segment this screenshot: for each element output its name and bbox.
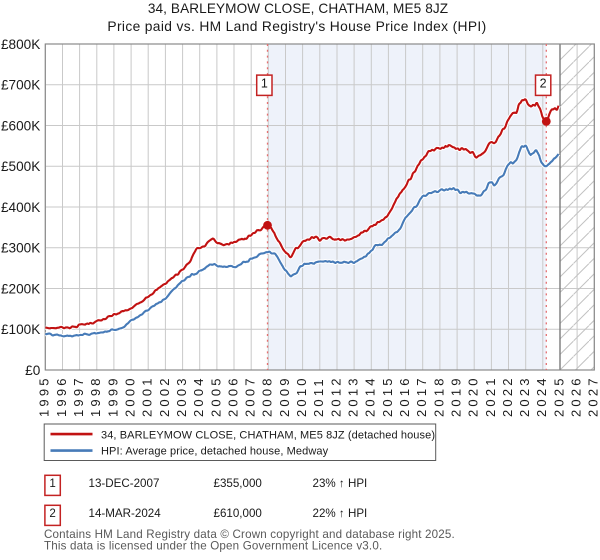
svg-text:2001: 2001 (140, 375, 155, 417)
svg-text:1999: 1999 (105, 375, 120, 417)
svg-text:2022: 2022 (500, 375, 515, 417)
svg-text:£610,000: £610,000 (214, 507, 262, 520)
svg-text:£600K: £600K (1, 118, 40, 133)
svg-text:1: 1 (49, 477, 55, 490)
svg-text:1996: 1996 (54, 375, 69, 417)
svg-text:£400K: £400K (1, 200, 40, 215)
svg-text:£200K: £200K (1, 281, 40, 296)
svg-text:2018: 2018 (431, 375, 446, 417)
svg-text:HPI: Average price, detached h: HPI: Average price, detached house, Medw… (101, 445, 329, 457)
svg-text:This data is licensed under th: This data is licensed under the Open Gov… (44, 540, 382, 553)
svg-text:£500K: £500K (1, 159, 40, 174)
svg-text:2004: 2004 (191, 375, 206, 417)
svg-text:2027: 2027 (586, 375, 600, 417)
svg-text:2013: 2013 (346, 375, 361, 417)
svg-text:2: 2 (49, 507, 55, 520)
svg-text:2020: 2020 (466, 375, 481, 417)
svg-text:£300K: £300K (1, 241, 40, 256)
svg-text:1995: 1995 (37, 375, 52, 417)
svg-text:£100K: £100K (1, 322, 40, 337)
svg-text:2011: 2011 (311, 376, 326, 417)
svg-text:2023: 2023 (517, 375, 532, 417)
svg-text:2: 2 (540, 77, 547, 91)
svg-text:2014: 2014 (363, 375, 378, 417)
svg-text:2000: 2000 (123, 375, 138, 417)
svg-text:£800K: £800K (1, 37, 40, 52)
svg-text:2002: 2002 (157, 375, 172, 417)
svg-text:2024: 2024 (534, 375, 549, 417)
svg-text:2019: 2019 (449, 375, 464, 417)
svg-text:1: 1 (261, 77, 268, 91)
svg-text:2021: 2021 (483, 375, 498, 417)
svg-text:Contains HM Land Registry data: Contains HM Land Registry data © Crown c… (44, 528, 455, 541)
svg-text:1997: 1997 (71, 375, 86, 417)
svg-text:2006: 2006 (225, 375, 240, 417)
svg-text:2010: 2010 (294, 375, 309, 417)
svg-text:1998: 1998 (88, 375, 103, 417)
svg-text:2009: 2009 (277, 375, 292, 417)
svg-text:£355,000: £355,000 (214, 477, 262, 490)
svg-text:2008: 2008 (260, 375, 275, 417)
svg-text:34, BARLEYMOW CLOSE, CHATHAM,: 34, BARLEYMOW CLOSE, CHATHAM, ME5 8JZ (d… (101, 429, 435, 441)
svg-text:14-MAR-2024: 14-MAR-2024 (89, 507, 162, 520)
svg-text:2015: 2015 (380, 375, 395, 417)
svg-text:2026: 2026 (569, 375, 584, 417)
svg-text:23% ↑ HPI: 23% ↑ HPI (313, 477, 368, 490)
svg-text:2007: 2007 (243, 375, 258, 417)
svg-text:Price paid vs. HM Land Registr: Price paid vs. HM Land Registry's House … (107, 19, 486, 34)
svg-text:13-DEC-2007: 13-DEC-2007 (89, 477, 160, 490)
svg-text:2017: 2017 (414, 375, 429, 417)
svg-text:2012: 2012 (328, 375, 343, 417)
svg-text:2003: 2003 (174, 375, 189, 417)
svg-text:34, BARLEYMOW CLOSE, CHATHAM,: 34, BARLEYMOW CLOSE, CHATHAM, ME5 8JZ (148, 1, 448, 16)
svg-text:£700K: £700K (1, 78, 40, 93)
svg-text:2005: 2005 (208, 375, 223, 417)
svg-text:2025: 2025 (551, 375, 566, 417)
svg-text:£0: £0 (25, 363, 41, 378)
svg-text:2016: 2016 (397, 375, 412, 417)
svg-text:22% ↑ HPI: 22% ↑ HPI (313, 507, 368, 520)
